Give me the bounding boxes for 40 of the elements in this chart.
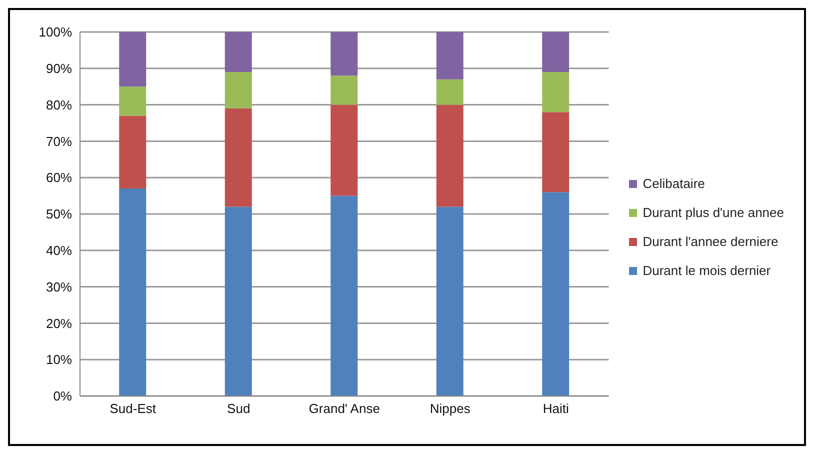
bar [436, 32, 464, 80]
x-tick-label: Haiti [542, 401, 569, 416]
bar [330, 196, 358, 396]
x-tick-label: Sud [227, 401, 250, 416]
bar [436, 104, 464, 207]
legend-label: Durant le mois dernier [642, 263, 772, 278]
legend-label: Durant l'annee derniere [642, 234, 780, 249]
y-tick-label: 100% [38, 24, 72, 40]
x-tick-label: Grand' Anse [308, 401, 380, 416]
bar [542, 192, 570, 396]
bar [542, 72, 570, 112]
x-tick-label: Sud-Est [110, 401, 156, 416]
legend-label: Celibataire [642, 176, 706, 191]
y-tick-label: 50% [46, 206, 72, 222]
y-tick-label: 40% [46, 243, 72, 258]
y-tick-label: 80% [46, 97, 72, 112]
bar [330, 76, 358, 105]
y-tick-label: 0% [53, 388, 72, 404]
y-tick-label: 60% [46, 170, 72, 186]
bar [542, 32, 570, 72]
bar [436, 79, 464, 105]
bar [330, 32, 358, 76]
y-tick-label: 10% [46, 352, 72, 368]
y-tick-label: 20% [46, 316, 72, 331]
x-tick-label: Nippes [430, 401, 471, 416]
bar [224, 108, 252, 207]
bar [119, 32, 146, 87]
bar [119, 188, 146, 396]
y-tick-label: 90% [46, 61, 72, 76]
bar [542, 112, 570, 192]
bar [436, 206, 464, 396]
bar [224, 32, 252, 72]
bar [330, 104, 358, 196]
bar [224, 72, 252, 108]
y-tick-label: 30% [46, 279, 72, 294]
bar [119, 86, 146, 116]
bar [119, 116, 146, 189]
bar [224, 206, 252, 396]
y-tick-label: 70% [46, 134, 72, 149]
legend-label: Durant plus d'une annee [642, 205, 784, 220]
